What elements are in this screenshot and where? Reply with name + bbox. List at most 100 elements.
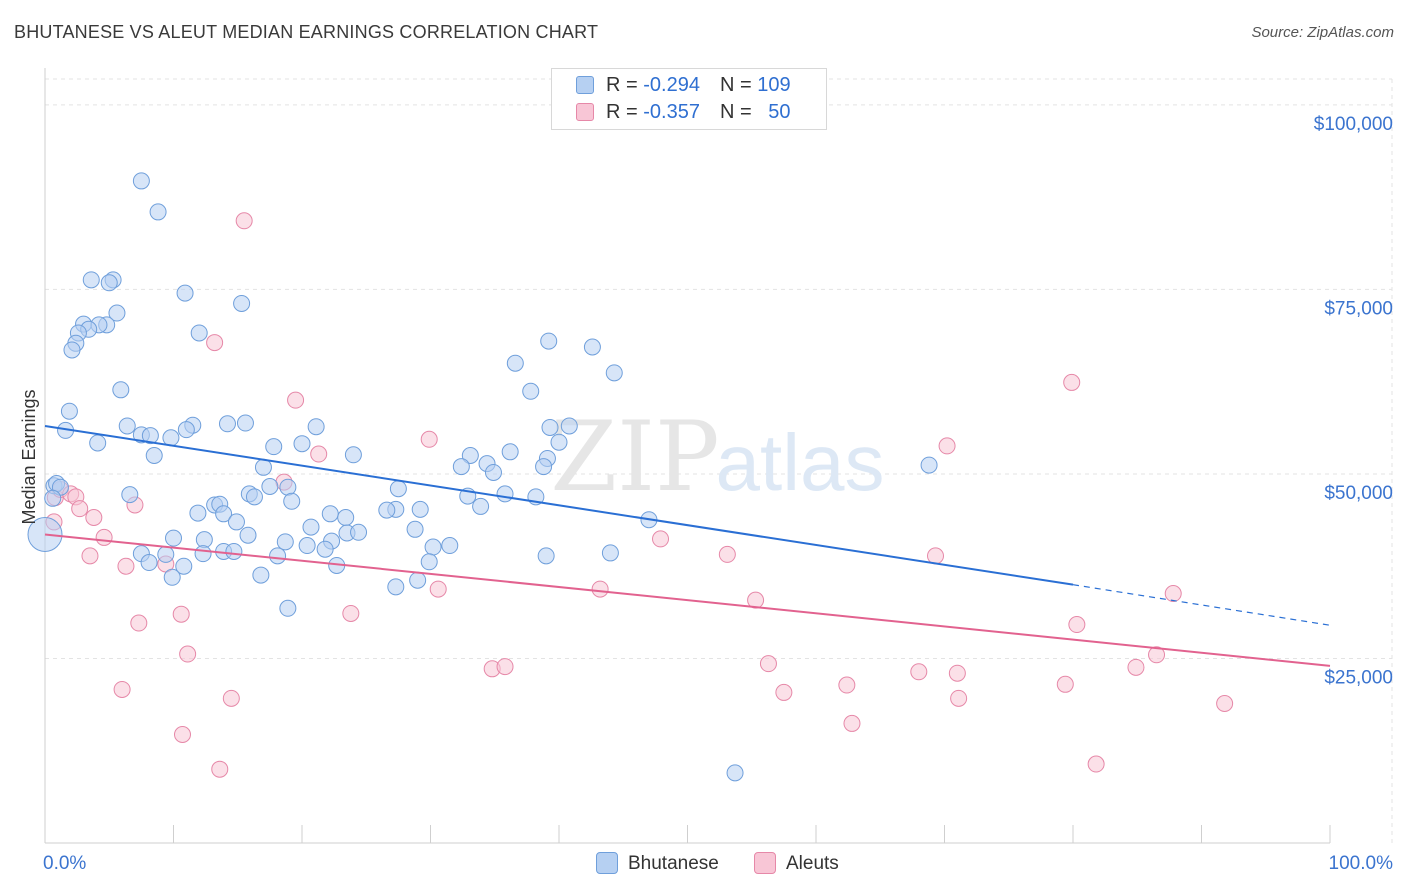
data-point-bhutanese	[461, 447, 479, 464]
data-point-aleuts	[310, 445, 328, 463]
data-point-bhutanese	[149, 203, 167, 221]
data-point-aleuts	[838, 676, 856, 694]
data-point-aleuts	[938, 437, 956, 455]
data-point-bhutanese	[350, 523, 368, 541]
data-point-aleuts	[172, 605, 190, 623]
data-point-aleuts	[948, 664, 966, 682]
data-point-bhutanese	[411, 500, 429, 518]
data-point-bhutanese	[344, 446, 362, 464]
data-point-bhutanese	[389, 480, 407, 498]
data-point-bhutanese	[316, 540, 334, 558]
data-point-bhutanese	[265, 438, 283, 456]
data-point-aleuts	[1068, 616, 1086, 634]
data-point-bhutanese	[254, 458, 272, 476]
data-point-aleuts	[95, 528, 113, 546]
data-point-bhutanese	[118, 417, 136, 435]
data-point-bhutanese	[176, 284, 194, 302]
legend-label: Bhutanese	[628, 853, 719, 874]
chart-source: Source: ZipAtlas.com	[1251, 24, 1394, 41]
data-point-aleuts	[211, 760, 229, 778]
data-point-bhutanese	[302, 518, 320, 536]
data-point-aleuts	[173, 726, 191, 743]
data-point-aleuts	[1127, 658, 1145, 676]
data-point-bhutanese	[441, 537, 459, 555]
data-point-bhutanese	[236, 414, 254, 432]
data-point-bhutanese	[190, 324, 208, 342]
y-tick-label: $100,000	[1314, 114, 1393, 135]
data-point-aleuts	[1164, 585, 1182, 603]
legend-row-bhutanese: R = -0.294 N = 109	[576, 74, 791, 100]
data-point-bhutanese	[225, 542, 243, 560]
data-point-bhutanese	[165, 529, 182, 547]
data-point-bhutanese	[560, 417, 578, 435]
data-point-bhutanese	[537, 547, 555, 565]
legend-swatch-pink	[576, 103, 594, 121]
y-tick-label: $50,000	[1324, 483, 1393, 504]
data-point-bhutanese	[550, 433, 568, 451]
data-point-bhutanese	[484, 463, 502, 481]
data-point-bhutanese	[100, 274, 118, 292]
data-point-aleuts	[1216, 695, 1234, 712]
data-point-aleuts	[287, 391, 305, 409]
data-point-bhutanese	[420, 553, 438, 571]
data-point-aleuts	[1056, 675, 1074, 693]
data-point-bhutanese	[44, 489, 62, 507]
data-point-bhutanese	[452, 458, 470, 476]
data-point-bhutanese	[279, 599, 297, 617]
y-tick-label: $75,000	[1324, 298, 1393, 319]
data-point-bhutanese	[108, 304, 126, 322]
data-point-aleuts	[1087, 755, 1105, 773]
data-point-bhutanese	[540, 332, 558, 350]
watermark-atlas: atlas	[716, 418, 885, 507]
data-point-aleuts	[429, 580, 447, 598]
data-point-bhutanese	[252, 566, 270, 584]
data-point-bhutanese	[501, 443, 519, 461]
data-point-bhutanese	[298, 537, 316, 555]
data-point-bhutanese	[269, 547, 287, 565]
data-point-aleuts	[71, 500, 89, 518]
correlation-legend: R = -0.294 N = 109 R = -0.357 N = 50	[551, 68, 827, 130]
legend-r-value: -0.357	[643, 101, 700, 123]
data-point-aleuts	[130, 614, 148, 632]
data-point-aleuts	[718, 545, 736, 563]
data-point-bhutanese	[283, 492, 301, 510]
trend-line-bhutanese	[44, 424, 1074, 586]
y-axis-label: Median Earnings	[19, 389, 39, 524]
data-point-aleuts	[591, 580, 609, 598]
data-point-bhutanese	[177, 421, 195, 439]
watermark: ZIP atlas	[550, 401, 884, 513]
data-point-bhutanese	[89, 434, 107, 452]
legend-r-label: R =	[606, 101, 644, 123]
data-point-bhutanese	[406, 520, 424, 538]
data-point-aleuts	[747, 591, 765, 609]
axis-layer	[44, 68, 1331, 844]
bottom-legend-aleuts: Aleuts	[754, 852, 839, 875]
data-point-bhutanese	[279, 478, 297, 496]
data-point-bhutanese	[472, 497, 490, 515]
data-point-aleuts	[81, 547, 99, 565]
legend-swatch-blue	[596, 852, 618, 874]
x-tick-label: 100.0%	[1329, 853, 1394, 874]
data-point-bhutanese	[215, 505, 233, 523]
data-point-bhutanese	[535, 458, 553, 476]
trend-line-aleuts	[44, 533, 1331, 667]
data-point-bhutanese	[141, 427, 159, 445]
data-point-aleuts	[117, 557, 135, 575]
data-point-aleuts	[496, 658, 514, 676]
data-point-aleuts	[950, 689, 968, 707]
data-point-bhutanese	[195, 531, 213, 549]
data-point-bhutanese	[261, 478, 279, 495]
data-point-bhutanese	[293, 435, 311, 453]
legend-swatch-pink	[754, 852, 776, 874]
trend-line-bhutanese-extrapolated	[1072, 584, 1331, 626]
y-tick-label: $25,000	[1324, 667, 1393, 688]
data-point-bhutanese	[601, 544, 619, 562]
data-point-bhutanese	[387, 578, 405, 596]
legend-label: Aleuts	[786, 853, 839, 874]
legend-n-label: N =	[719, 74, 758, 96]
data-point-bhutanese	[307, 418, 325, 436]
legend-n-label: N =	[719, 101, 758, 123]
x-tick-label: 0.0%	[43, 853, 86, 874]
data-point-bhutanese	[63, 341, 81, 359]
